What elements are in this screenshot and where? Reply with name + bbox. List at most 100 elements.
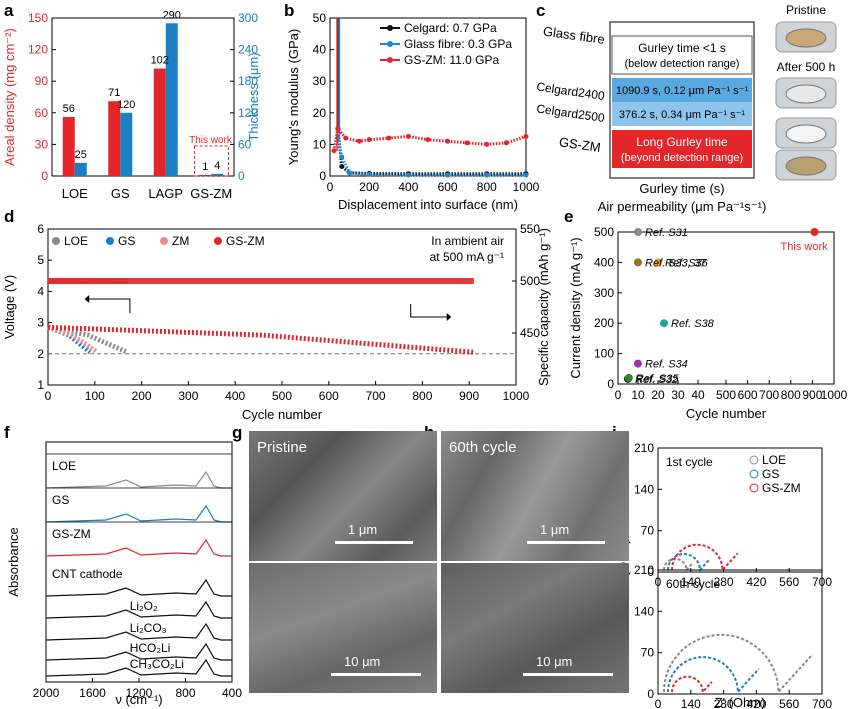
spectrum-label: GS-ZM	[52, 527, 91, 541]
x-axis-f-tick-label: 800	[175, 686, 195, 700]
photo-sample	[785, 124, 827, 144]
legend-label: GS	[118, 234, 135, 248]
data-label: 290	[163, 9, 181, 21]
x-axis-i-tick-label: 560	[779, 575, 799, 589]
impedance-series	[671, 675, 713, 695]
x-axis-i-tick-label: 140	[681, 697, 701, 709]
y-axis-d-tick-label: 1	[37, 378, 44, 392]
series-line	[336, 128, 526, 176]
y-axis-e-tick-label: 400	[594, 255, 614, 269]
spectrum-label: LOE	[52, 459, 76, 473]
data-point	[405, 172, 411, 178]
y2-axis-d-tick-label: 500	[520, 274, 540, 288]
data-point	[335, 126, 341, 132]
x-axis-d-tick-label: 100	[85, 389, 105, 403]
x-axis-f-tick-label: 400	[222, 686, 242, 700]
data-label: 71	[108, 87, 120, 99]
y-axis-d-tick-label: 2	[37, 347, 44, 361]
data-point	[634, 228, 642, 236]
scale-bar-line	[335, 541, 413, 544]
spectrum-label: CNT cathode	[52, 567, 123, 581]
data-point	[445, 172, 451, 178]
x-axis-title-i: Z' (Ohm)	[715, 695, 766, 709]
x-axis-d-tick-label: 500	[272, 389, 292, 403]
bar-celgard2400	[612, 78, 752, 102]
x-axis-e-tick-label: 30	[671, 388, 685, 402]
annotation-ambient: In ambient air	[431, 234, 504, 248]
y-axis-i-tick-label: 210	[634, 441, 654, 455]
arrow-right-head	[446, 313, 452, 321]
data-point	[654, 258, 662, 267]
bar-glass-fibre	[611, 35, 753, 75]
data-point	[386, 135, 392, 141]
legend-marker	[387, 41, 393, 47]
spectrum-label: Li₂CO₃	[130, 621, 167, 635]
y2-axis-d-tick-label: 450	[520, 326, 540, 340]
data-point	[523, 172, 529, 178]
x-axis-f-tick-label: 1200	[126, 686, 153, 700]
bar-areal-density	[153, 68, 166, 176]
x-axis-d-tick-label: 700	[366, 389, 386, 403]
point-label: Ref. S34	[645, 359, 688, 371]
panel-label-g: g	[232, 423, 242, 442]
x-axis-title-f: ν (cm⁻¹)	[115, 692, 162, 707]
x-axis-f-tick-label: 1600	[79, 686, 106, 700]
x-axis-i-tick-label: 0	[655, 697, 662, 709]
legend-marker	[52, 237, 60, 245]
spectrum-line	[45, 658, 232, 677]
data-label: 4	[214, 160, 220, 172]
legend-label: Glass fibre: 0.3 GPa	[404, 37, 512, 51]
bar-areal-density	[199, 174, 212, 176]
y-axis-e-tick-label: 0	[607, 377, 614, 391]
x-axis-d-tick-label: 200	[132, 389, 152, 403]
data-point	[445, 138, 451, 144]
legend-marker	[387, 57, 393, 63]
data-point	[356, 138, 362, 144]
data-point	[405, 134, 411, 139]
y-axis-d-tick-label: 6	[37, 222, 44, 236]
y-axis-i-tick-label: 70	[641, 646, 655, 660]
scale-bar-line	[527, 541, 605, 544]
y-axis-i-tick-label: 70	[641, 524, 655, 538]
point-label: Ref. S32	[635, 374, 678, 386]
x-axis-i-tick-label: 420	[746, 697, 766, 709]
impedance-series	[667, 656, 760, 695]
y2-axis-a-tick-label: 240	[238, 43, 258, 57]
y2-axis-title-d: Specific capacity (mAh g⁻¹)	[536, 228, 551, 386]
y-axis-i-tick-label: 0	[647, 687, 654, 701]
bar-thickness	[211, 173, 224, 176]
panel-label-c: c	[536, 1, 545, 20]
scale-bar-label: 1 μm	[348, 522, 378, 537]
row-text: (below detection range)	[625, 58, 740, 70]
data-point	[339, 164, 345, 170]
bar-thickness	[74, 162, 87, 176]
x-axis-d-tick-label: 400	[225, 389, 245, 403]
x-axis-d-tick-label: 300	[178, 389, 198, 403]
plot-frame-i	[657, 447, 823, 573]
spectrum-line	[45, 642, 232, 661]
y-axis-d-tick-label: 4	[37, 284, 44, 298]
x-axis-d-tick-label: 1000	[503, 389, 530, 403]
y-axis-e-tick-label: 500	[594, 225, 614, 239]
x-axis-title-b: Displacement into surface (nm)	[338, 197, 518, 212]
data-point	[425, 137, 431, 143]
legend-marker	[749, 469, 759, 479]
row-text: Long Gurley time	[636, 135, 728, 149]
annotation-this-work: This work	[189, 135, 233, 146]
photo-label-pristine: Pristine	[786, 3, 826, 17]
panel-label-b: b	[284, 1, 294, 20]
x-category-label: LOE	[62, 186, 88, 201]
y2-axis-title-a: Thickness (μm)	[246, 52, 261, 141]
sem-cycled-bottom: 10 μm	[441, 563, 629, 693]
x-axis-e-tick-label: 40	[691, 388, 705, 402]
legend-marker	[106, 237, 114, 245]
data-point	[339, 154, 345, 160]
data-point	[366, 137, 372, 143]
x-category-label: LAGP	[148, 186, 183, 201]
panel-label-a: a	[4, 1, 14, 20]
x-axis-e-tick-label: 1000	[821, 388, 848, 402]
x-axis-e-tick-label: 900	[802, 388, 822, 402]
y-axis-title-b: Young's modulus (GPa)	[286, 29, 301, 165]
data-label: 102	[151, 55, 169, 67]
impedance-series	[663, 633, 814, 695]
